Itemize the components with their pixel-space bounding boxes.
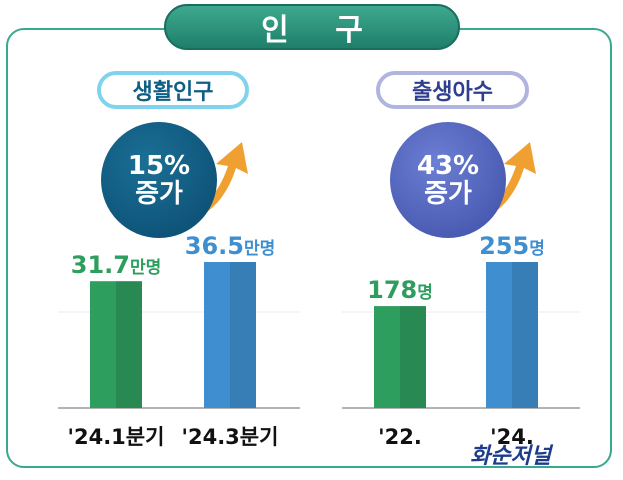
bar [204, 262, 256, 408]
category-label: '24.1분기 [68, 425, 165, 449]
page-title: 인 구 [164, 4, 460, 50]
watermark-logo: 화순저널 [470, 443, 551, 469]
data-label-number: 31.7 [71, 251, 130, 279]
living-population-growth-badge: 15% 증가 [101, 122, 217, 238]
bar-shade [116, 281, 142, 408]
data-label-unit: 명 [529, 239, 545, 259]
data-label-number: 178 [367, 276, 417, 304]
bar-shade [400, 306, 426, 408]
data-label: 31.7만명 [71, 251, 162, 279]
badge-percent: 43% [416, 150, 480, 181]
badge-word: 증가 [424, 179, 472, 209]
bar [486, 262, 538, 408]
category-label: '22. [378, 425, 422, 449]
bar [90, 281, 142, 408]
bar-shade [230, 262, 256, 408]
living-population-label: 생활인구 [97, 71, 249, 109]
badge-percent: 15% [127, 150, 191, 181]
data-label-unit: 만명 [244, 239, 275, 259]
data-label-unit: 만명 [130, 258, 161, 278]
births-growth-badge: 43% 증가 [390, 122, 506, 238]
data-label: 36.5만명 [185, 232, 276, 260]
bar-shade [512, 262, 538, 408]
data-label-number: 36.5 [185, 232, 244, 260]
growth-arrow-icon [174, 142, 248, 226]
bar [374, 306, 426, 408]
data-label: 255명 [479, 232, 545, 260]
category-label: '24. [490, 425, 534, 449]
growth-arrow-icon [462, 142, 536, 226]
category-label: '24.3분기 [182, 425, 279, 449]
births-label: 출생아수 [376, 71, 529, 109]
data-label: 178명 [367, 276, 433, 304]
badge-word: 증가 [135, 179, 183, 209]
data-label-number: 255 [479, 232, 529, 260]
data-label-unit: 명 [417, 283, 433, 303]
